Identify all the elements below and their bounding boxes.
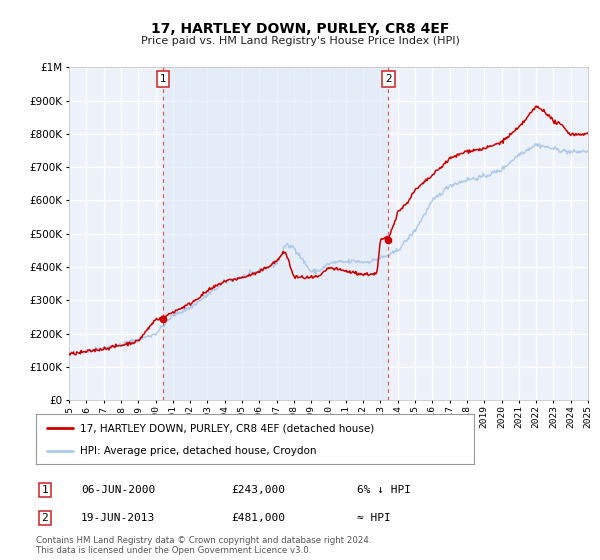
Text: 6% ↓ HPI: 6% ↓ HPI bbox=[357, 485, 411, 495]
Text: This data is licensed under the Open Government Licence v3.0.: This data is licensed under the Open Gov… bbox=[36, 547, 311, 556]
Text: £243,000: £243,000 bbox=[231, 485, 285, 495]
Text: 19-JUN-2013: 19-JUN-2013 bbox=[81, 513, 155, 523]
Text: 17, HARTLEY DOWN, PURLEY, CR8 4EF: 17, HARTLEY DOWN, PURLEY, CR8 4EF bbox=[151, 22, 449, 36]
Bar bbox=[163, 67, 388, 400]
Text: 1: 1 bbox=[160, 74, 166, 84]
Text: 2: 2 bbox=[41, 513, 49, 523]
Text: 06-JUN-2000: 06-JUN-2000 bbox=[81, 485, 155, 495]
Text: £481,000: £481,000 bbox=[231, 513, 285, 523]
Text: ≈ HPI: ≈ HPI bbox=[357, 513, 391, 523]
Text: Contains HM Land Registry data © Crown copyright and database right 2024.: Contains HM Land Registry data © Crown c… bbox=[36, 536, 371, 545]
Text: 17, HARTLEY DOWN, PURLEY, CR8 4EF (detached house): 17, HARTLEY DOWN, PURLEY, CR8 4EF (detac… bbox=[80, 423, 374, 433]
Text: 1: 1 bbox=[41, 485, 49, 495]
Text: Price paid vs. HM Land Registry's House Price Index (HPI): Price paid vs. HM Land Registry's House … bbox=[140, 36, 460, 46]
Text: 2: 2 bbox=[385, 74, 392, 84]
Text: HPI: Average price, detached house, Croydon: HPI: Average price, detached house, Croy… bbox=[80, 446, 316, 456]
